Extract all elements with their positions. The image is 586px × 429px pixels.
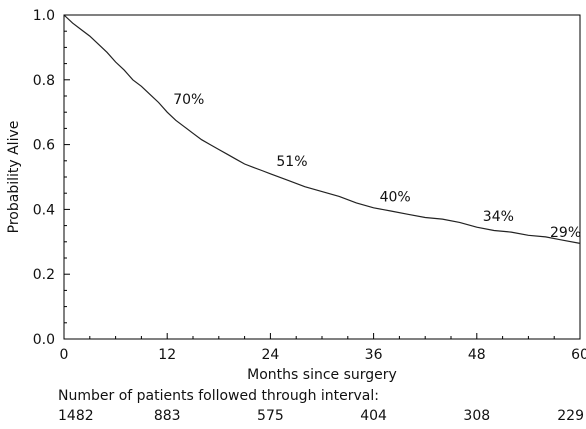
plot-area <box>63 14 581 340</box>
y-tick-label: 0.6 <box>33 138 55 154</box>
x-axis: 0 12 24 36 48 60 <box>60 333 586 363</box>
x-tick-label: 0 <box>60 347 69 363</box>
y-tick-label: 1.0 <box>33 8 55 24</box>
curve-annotations: 70% 51% 40% 34% 29% <box>173 92 581 241</box>
y-tick-label: 0.2 <box>33 267 55 283</box>
risk-table-title: Number of patients followed through inte… <box>58 388 379 404</box>
risk-count: 883 <box>154 408 181 424</box>
x-tick-label: 24 <box>261 347 279 363</box>
risk-count: 575 <box>257 408 284 424</box>
survival-percent-label: 70% <box>173 92 204 108</box>
risk-count: 308 <box>463 408 490 424</box>
x-tick-label: 48 <box>468 347 486 363</box>
plot-frame <box>63 14 581 340</box>
y-tick-label: 0.0 <box>33 332 55 348</box>
x-tick-label: 36 <box>365 347 383 363</box>
survival-percent-label: 34% <box>483 209 514 225</box>
survival-curve <box>63 14 581 244</box>
risk-count: 404 <box>360 408 387 424</box>
survival-percent-label: 40% <box>380 189 411 205</box>
survival-percent-label: 51% <box>276 154 307 170</box>
y-axis-title: Probability Alive <box>6 121 22 234</box>
x-tick-label: 12 <box>158 347 176 363</box>
survival-percent-label: 29% <box>550 225 581 241</box>
x-axis-title: Months since surgery <box>247 367 397 383</box>
y-tick-label: 0.8 <box>33 73 55 89</box>
risk-count: 1482 <box>58 408 94 424</box>
risk-table: 1482 883 575 404 308 229 <box>58 408 584 424</box>
x-tick-label: 60 <box>571 347 586 363</box>
risk-count: 229 <box>557 408 584 424</box>
y-tick-label: 0.4 <box>33 202 55 218</box>
y-axis: 0.0 0.2 0.4 0.6 0.8 1.0 <box>33 8 70 348</box>
